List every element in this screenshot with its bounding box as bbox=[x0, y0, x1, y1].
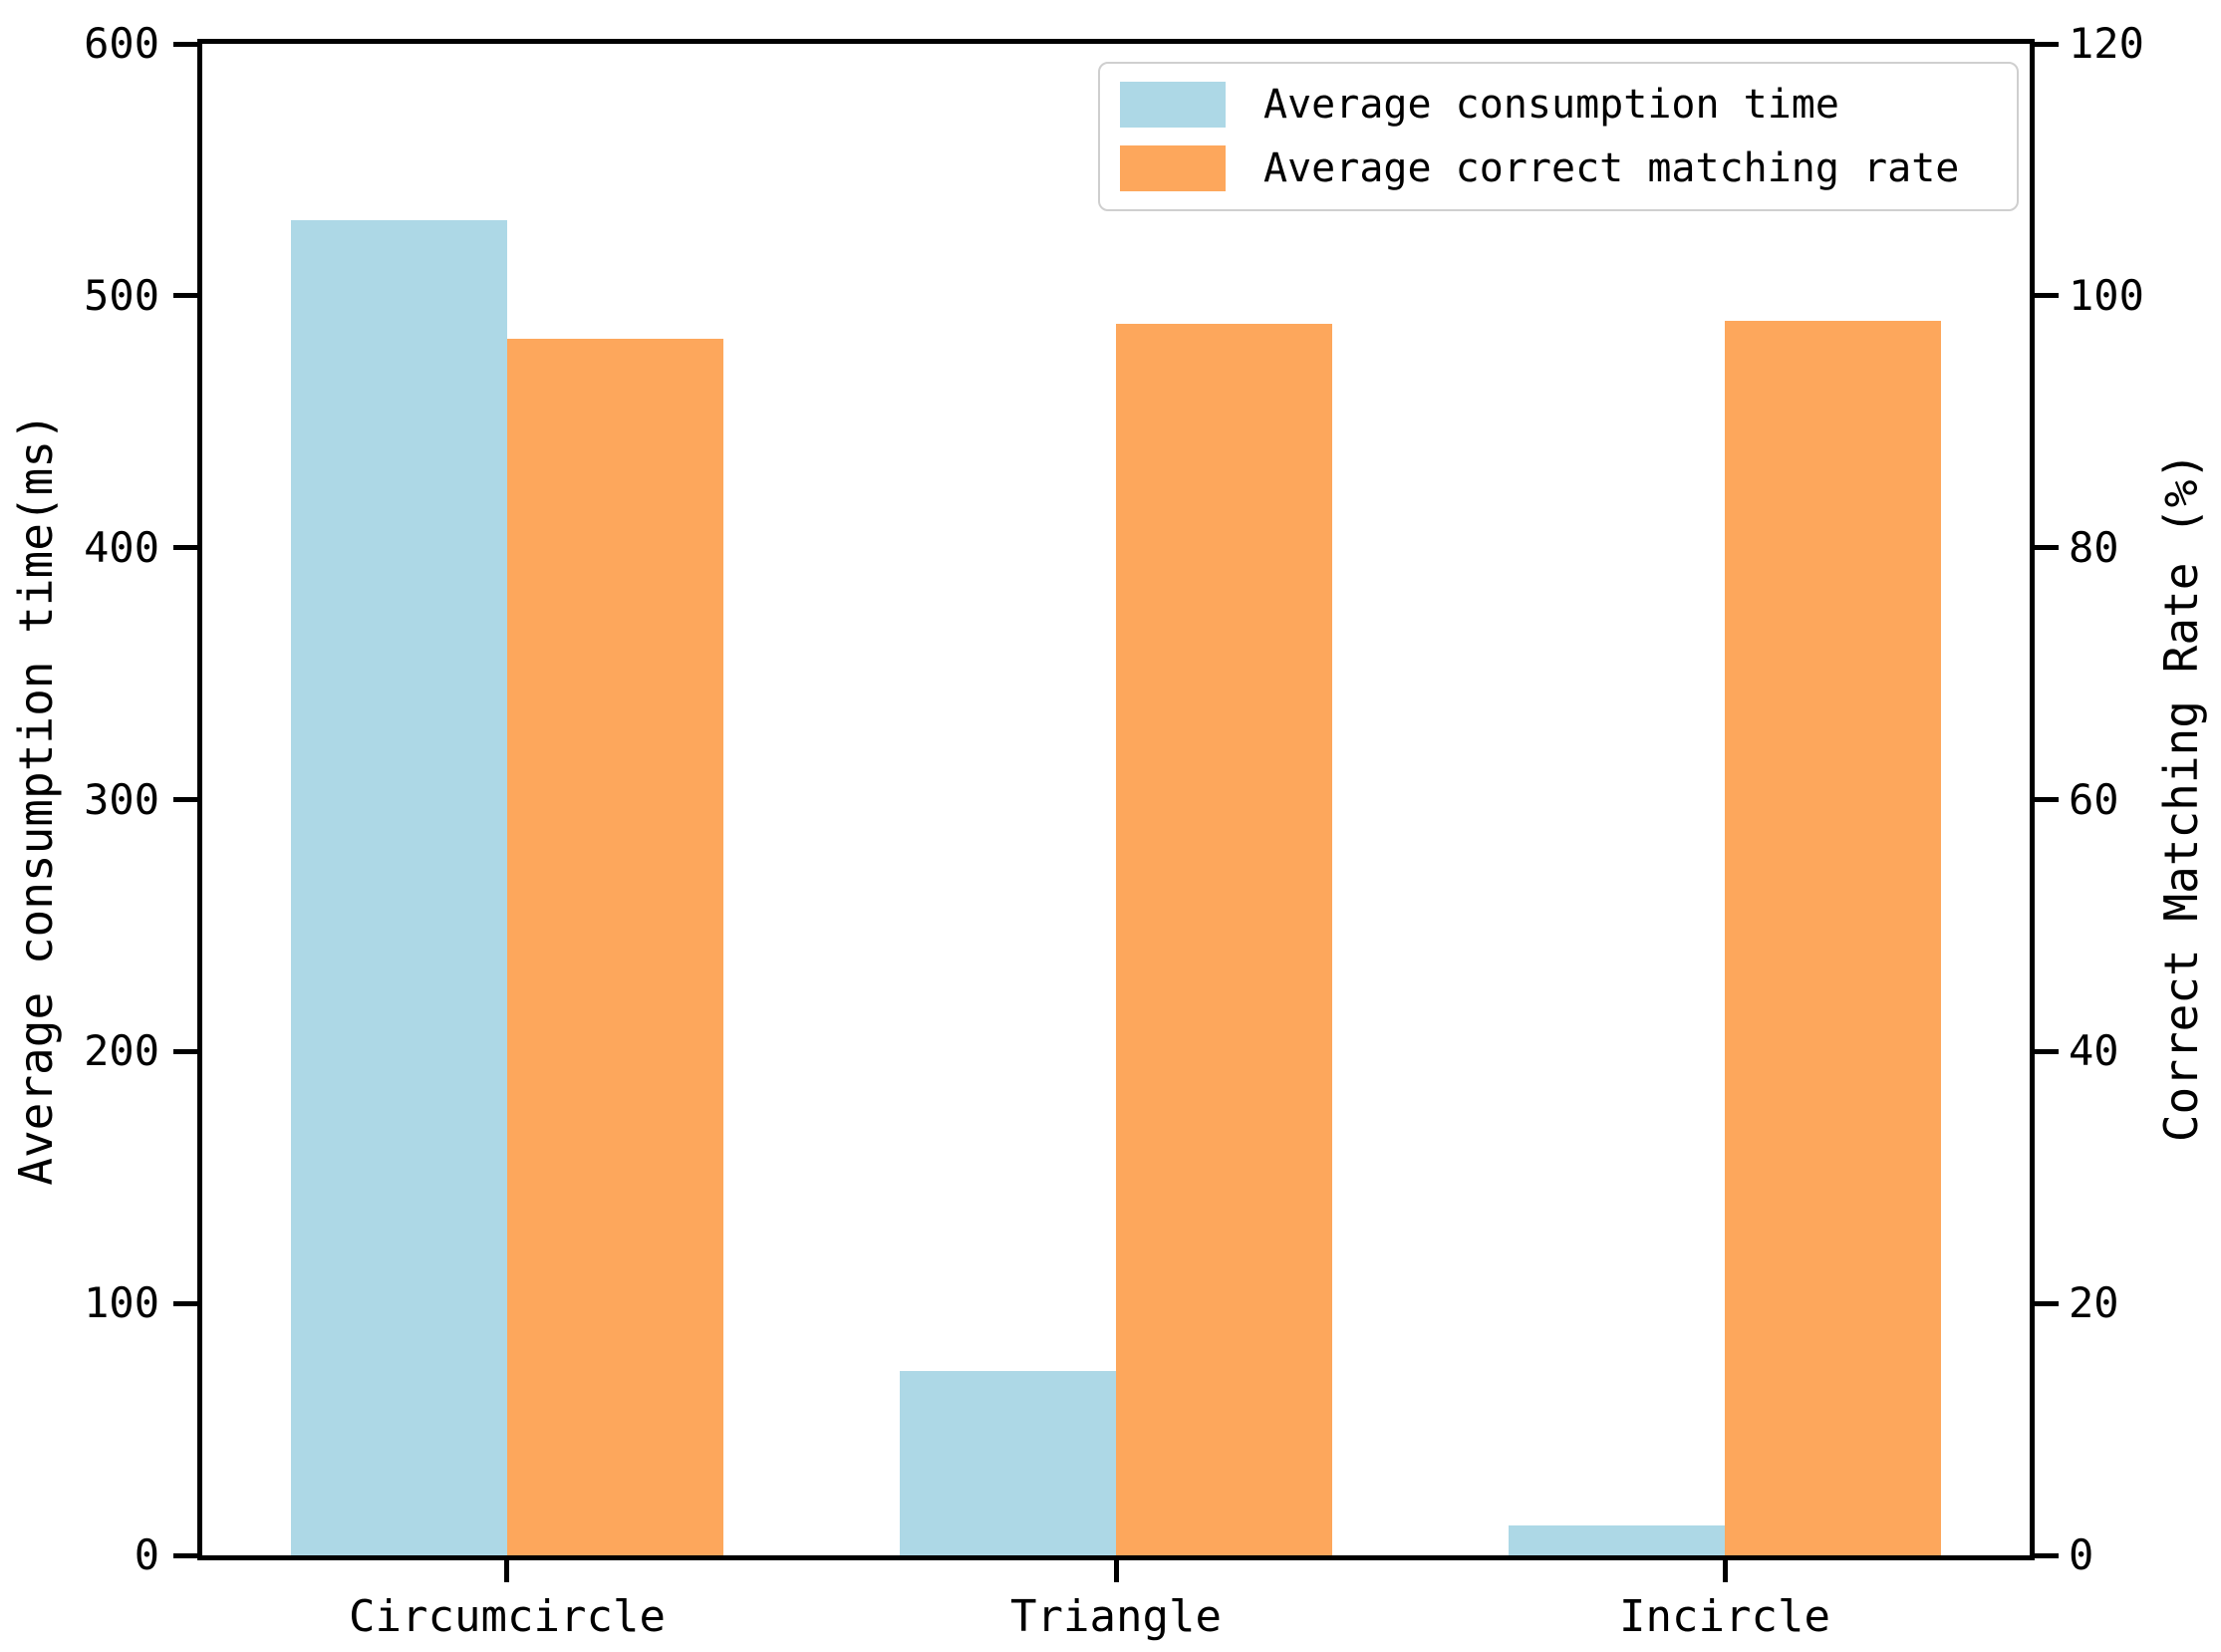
legend-row: Average consumption time bbox=[1120, 80, 1997, 130]
y-tick-label-right: 120 bbox=[2069, 19, 2144, 68]
y-tick-mark-right bbox=[2035, 1049, 2059, 1054]
y-tick-mark-right bbox=[2035, 42, 2059, 47]
y-tick-mark-left bbox=[173, 42, 197, 47]
y-tick-label-right: 20 bbox=[2069, 1278, 2119, 1327]
x-tick-mark bbox=[1723, 1560, 1728, 1582]
x-tick-label-triangle: Triangle bbox=[1010, 1591, 1222, 1642]
y-tick-mark-right bbox=[2035, 1301, 2059, 1306]
legend-box: Average consumption time Average correct… bbox=[1098, 62, 2019, 211]
bar-incircle-matching-rate bbox=[1725, 321, 1941, 1555]
bar-triangle-consumption-time bbox=[900, 1371, 1116, 1555]
legend-label-consumption-time: Average consumption time bbox=[1263, 82, 1839, 128]
x-tick-mark bbox=[1114, 1560, 1119, 1582]
y-tick-mark-left bbox=[173, 293, 197, 298]
bar-circumcircle-consumption-time bbox=[291, 220, 507, 1555]
y-tick-label-left: 400 bbox=[84, 523, 159, 572]
legend-swatch-matching-rate bbox=[1120, 145, 1226, 191]
x-tick-mark bbox=[504, 1560, 509, 1582]
bar-triangle-matching-rate bbox=[1116, 324, 1332, 1555]
y-tick-label-right: 0 bbox=[2069, 1530, 2094, 1579]
bar-circumcircle-matching-rate bbox=[507, 339, 723, 1555]
y-tick-label-right: 80 bbox=[2069, 523, 2119, 572]
y-tick-label-left: 500 bbox=[84, 271, 159, 320]
y-tick-label-left: 600 bbox=[84, 19, 159, 68]
bar-incircle-consumption-time bbox=[1509, 1525, 1725, 1555]
y-tick-mark-right bbox=[2035, 293, 2059, 298]
y-tick-label-left: 300 bbox=[84, 775, 159, 824]
legend-label-matching-rate: Average correct matching rate bbox=[1263, 145, 1960, 191]
y-tick-mark-right bbox=[2035, 545, 2059, 550]
y-tick-label-right: 40 bbox=[2069, 1026, 2119, 1075]
y-tick-mark-right bbox=[2035, 1553, 2059, 1558]
y-tick-mark-right bbox=[2035, 797, 2059, 802]
y-tick-mark-left bbox=[173, 545, 197, 550]
x-tick-label-incircle: Incircle bbox=[1619, 1591, 1830, 1642]
legend-row: Average correct matching rate bbox=[1120, 143, 1997, 193]
y-tick-label-right: 100 bbox=[2069, 271, 2144, 320]
y-tick-mark-left bbox=[173, 797, 197, 802]
x-tick-label-circumcircle: Circumcircle bbox=[349, 1591, 666, 1642]
y-tick-label-left: 0 bbox=[134, 1530, 159, 1579]
y-tick-mark-left bbox=[173, 1553, 197, 1558]
y-tick-label-left: 200 bbox=[84, 1026, 159, 1075]
y-tick-label-right: 60 bbox=[2069, 775, 2119, 824]
legend-swatch-consumption-time bbox=[1120, 82, 1226, 128]
y-tick-mark-left bbox=[173, 1301, 197, 1306]
y-tick-label-left: 100 bbox=[84, 1278, 159, 1327]
y-tick-mark-left bbox=[173, 1049, 197, 1054]
right-y-axis-title: Correct Matching Rate (%) bbox=[2154, 451, 2208, 1143]
plot-area bbox=[197, 39, 2035, 1560]
